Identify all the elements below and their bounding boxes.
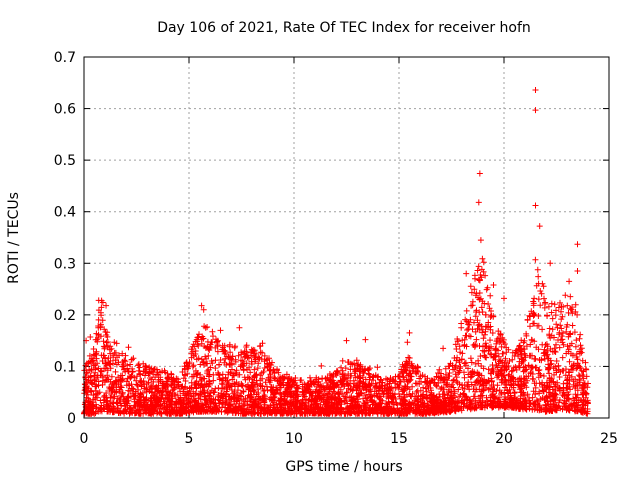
data-point [477, 237, 484, 244]
data-point [440, 345, 447, 352]
y-tick-label: 0.1 [54, 359, 76, 375]
data-point [198, 302, 205, 309]
tick-labels: 0 5 10 15 20 25 0 0.1 0.2 0.3 0.4 0.5 0.6 0.7 [54, 50, 618, 447]
x-axis-label: GPS time / hours [285, 459, 402, 475]
x-tick-label: 20 [495, 431, 513, 447]
data-point [236, 324, 243, 331]
y-tick-label: 0 [67, 411, 76, 427]
x-tick-label: 15 [390, 431, 408, 447]
data-point [259, 340, 266, 347]
data-point [318, 362, 325, 369]
data-point [362, 336, 369, 343]
data-point [532, 202, 539, 209]
data-point [490, 281, 497, 288]
data-point [501, 295, 507, 302]
data-point [103, 302, 110, 309]
data-point [547, 260, 554, 267]
data-point [95, 297, 102, 304]
plot-frame [83, 56, 610, 419]
x-tick-label: 0 [80, 431, 89, 447]
data-point [536, 223, 543, 230]
axis-ticks [83, 56, 610, 419]
data-point [574, 241, 581, 248]
data-point [343, 337, 350, 344]
x-tick-label: 10 [285, 431, 303, 447]
data-point [200, 306, 207, 313]
data-point [463, 270, 470, 277]
y-tick-label: 0.3 [54, 256, 76, 272]
grid-lines [84, 57, 609, 418]
data-point [566, 278, 573, 285]
x-tick-label: 5 [185, 431, 194, 447]
data-point [476, 170, 483, 177]
y-axis-label: ROTI / TECUs [6, 192, 22, 284]
y-tick-label: 0.7 [54, 50, 76, 66]
data-point [99, 299, 106, 306]
data-point [532, 107, 539, 114]
data-points [81, 87, 591, 417]
data-point [87, 334, 94, 341]
y-tick-label: 0.6 [54, 102, 76, 118]
scatter-points [81, 255, 591, 417]
data-point [217, 327, 224, 334]
y-tick-label: 0.4 [54, 205, 76, 221]
y-tick-label: 0.5 [54, 153, 76, 169]
data-point [404, 339, 411, 346]
y-tick-label: 0.2 [54, 308, 76, 324]
data-point [574, 268, 581, 275]
x-tick-label: 25 [600, 431, 618, 447]
data-point [475, 199, 482, 206]
data-point [532, 87, 539, 94]
data-point [406, 329, 413, 336]
chart-title: Day 106 of 2021, Rate Of TEC Index for r… [157, 20, 531, 36]
